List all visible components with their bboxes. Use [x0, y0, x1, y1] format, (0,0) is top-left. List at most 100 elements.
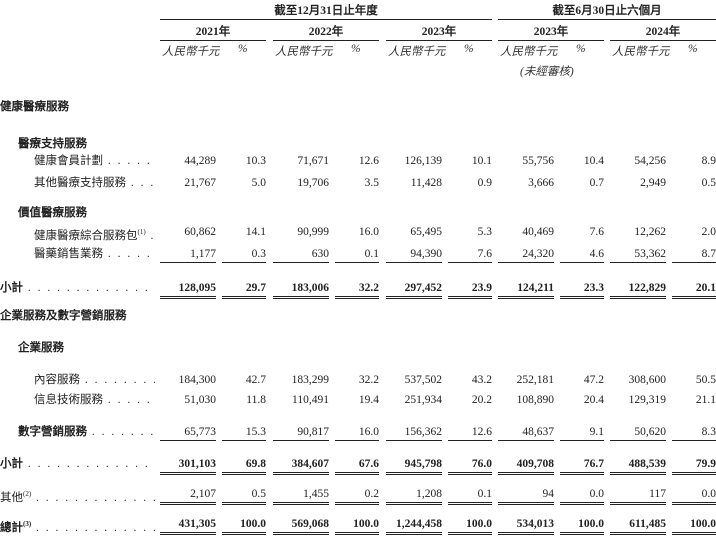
leader-dots: . . . . . . . . . . . . . . . .	[130, 177, 155, 189]
percent-cell: 0.7	[589, 177, 604, 189]
row-label: 信息技術服務 . . . . . . . . . . . . . . . .	[34, 392, 155, 408]
rule	[160, 40, 266, 41]
row-label-text: 企業服務	[18, 342, 64, 354]
leader-dots: . . . . . . . . . . . . . . . .	[150, 229, 155, 242]
leader-dots: . . . . . . . . . . . . . . . .	[27, 458, 155, 470]
percent-cell: 8.7	[672, 246, 716, 263]
table-row-total: 總計(3) . . . . . . . . . . . . . . . . 431…	[0, 516, 716, 535]
table-row-item: 醫藥銷售業務 . . . . . . . . . . . . . . . . 1,…	[0, 246, 716, 263]
percent-cell: 29.7	[222, 280, 266, 299]
leader-dots: . . . . . . . . . . . . . . . .	[107, 155, 155, 167]
unit-amount: 人民幣千元	[275, 46, 333, 58]
amount-cell: 297,452	[386, 280, 442, 299]
percent-cell: 76.0	[448, 456, 492, 475]
percent-cell: 32.2	[335, 280, 379, 299]
percent-cell: 0.3	[222, 246, 266, 263]
percent-cell: 0.5	[701, 177, 716, 189]
footnote-marker: (1)	[137, 228, 146, 236]
percent-cell: 3.5	[364, 177, 379, 189]
year-header: 2023年	[533, 26, 569, 38]
row-label: 企業服務	[18, 340, 155, 356]
row-label-text: 其他	[0, 491, 23, 504]
row-label: 健康醫療服務	[0, 99, 155, 115]
amount-cell: 24,320	[498, 246, 554, 263]
leader-dots: . . . . . . . . . . . . . . . .	[36, 521, 155, 534]
amount-cell: 122,829	[610, 280, 666, 299]
percent-cell: 19.4	[358, 394, 379, 406]
amount-cell: 110,491	[292, 394, 329, 406]
percent-cell: 0.1	[448, 486, 492, 505]
amount-cell: 183,006	[273, 280, 329, 299]
row-label: 小計 . . . . . . . . . . . . . . . .	[0, 280, 155, 296]
percent-cell: 15.3	[222, 424, 266, 441]
percent-cell: 0.5	[222, 486, 266, 505]
amount-cell: 21,767	[184, 177, 216, 189]
percent-cell: 14.1	[245, 226, 266, 238]
percent-cell: 5.3	[477, 226, 492, 238]
year-header: 2022年	[308, 26, 344, 38]
percent-cell: 10.4	[583, 155, 604, 167]
amount-cell: 71,671	[297, 155, 329, 167]
leader-dots: . . . . . . . . . . . . . . . .	[27, 282, 155, 294]
row-label: 企業服務及數字營銷服務	[0, 308, 155, 324]
table-row-subsection: 醫療支持服務	[0, 136, 716, 152]
row-label-text: 其他醫療支持服務	[34, 177, 126, 189]
amount-cell: 124,211	[498, 280, 554, 299]
percent-cell: 100.0	[448, 516, 492, 535]
amount-cell: 65,495	[410, 226, 442, 238]
table-row-item: 信息技術服務 . . . . . . . . . . . . . . . . 51…	[0, 392, 716, 408]
percent-cell: 0.0	[560, 486, 604, 505]
table-row-subtotal: 小計 . . . . . . . . . . . . . . . . 301,10…	[0, 456, 716, 475]
amount-cell: 53,362	[610, 246, 666, 263]
amount-cell: 431,305	[160, 516, 216, 535]
row-label-text: 健康醫療服務	[0, 101, 69, 113]
amount-cell: 19,706	[297, 177, 329, 189]
percent-cell: 79.9	[672, 456, 716, 475]
amount-cell: 384,607	[273, 456, 329, 475]
percent-cell: 10.1	[471, 155, 492, 167]
row-label-text: 小計	[0, 458, 23, 470]
row-label: 數字營銷服務 . . . . . . . . . . . . . . . .	[18, 424, 155, 440]
percent-cell: 50.5	[695, 374, 716, 386]
percent-cell: 100.0	[222, 516, 266, 535]
amount-cell: 40,469	[522, 226, 554, 238]
amount-cell: 3,666	[528, 177, 554, 189]
amount-cell: 251,934	[404, 394, 442, 406]
percent-cell: 5.0	[251, 177, 266, 189]
year-header: 2021年	[195, 26, 231, 38]
row-label-text: 醫藥銷售業務	[34, 248, 103, 260]
year-header: 2023年	[421, 26, 457, 38]
amount-cell: 488,539	[610, 456, 666, 475]
rule	[386, 40, 492, 41]
row-label: 健康醫療綜合服務包(1) . . . . . . . . . . . . . .…	[34, 224, 155, 244]
row-label-text: 醫療支持服務	[18, 138, 87, 150]
row-label: 健康會員計劃 . . . . . . . . . . . . . . . .	[34, 153, 155, 169]
rule	[273, 40, 379, 41]
percent-cell: 20.4	[583, 394, 604, 406]
amount-cell: 183,299	[291, 374, 329, 386]
leader-dots: . . . . . . . . . . . . . . . .	[91, 426, 155, 438]
table-row-item: 內容服務 . . . . . . . . . . . . . . . . 184,…	[0, 372, 716, 388]
unit-pct: %	[238, 43, 248, 55]
row-label-text: 健康醫療綜合服務包	[34, 229, 138, 242]
amount-cell: 1,177	[160, 246, 216, 263]
percent-cell: 69.8	[222, 456, 266, 475]
table-row-section: 健康醫療服務	[0, 99, 716, 115]
percent-cell: 4.6	[560, 246, 604, 263]
amount-cell: 1,208	[386, 486, 442, 505]
table-row-subitem: 數字營銷服務 . . . . . . . . . . . . . . . . 65…	[0, 424, 716, 441]
amount-cell: 630	[273, 246, 329, 263]
percent-cell: 32.2	[358, 374, 379, 386]
row-label: 其他(2) . . . . . . . . . . . . . . . .	[0, 486, 155, 506]
row-label-text: 數字營銷服務	[18, 426, 87, 438]
percent-cell: 20.1	[672, 280, 716, 299]
amount-cell: 94	[498, 486, 554, 505]
amount-cell: 611,485	[610, 516, 666, 535]
table-row-subsection: 企業服務	[0, 340, 716, 356]
unit-pct: %	[688, 43, 698, 55]
table-row-subtotal: 小計 . . . . . . . . . . . . . . . . 128,09…	[0, 280, 716, 299]
row-label-text: 信息技術服務	[34, 394, 103, 406]
percent-cell: 7.6	[448, 246, 492, 263]
percent-cell: 20.2	[471, 394, 492, 406]
percent-cell: 16.0	[335, 424, 379, 441]
